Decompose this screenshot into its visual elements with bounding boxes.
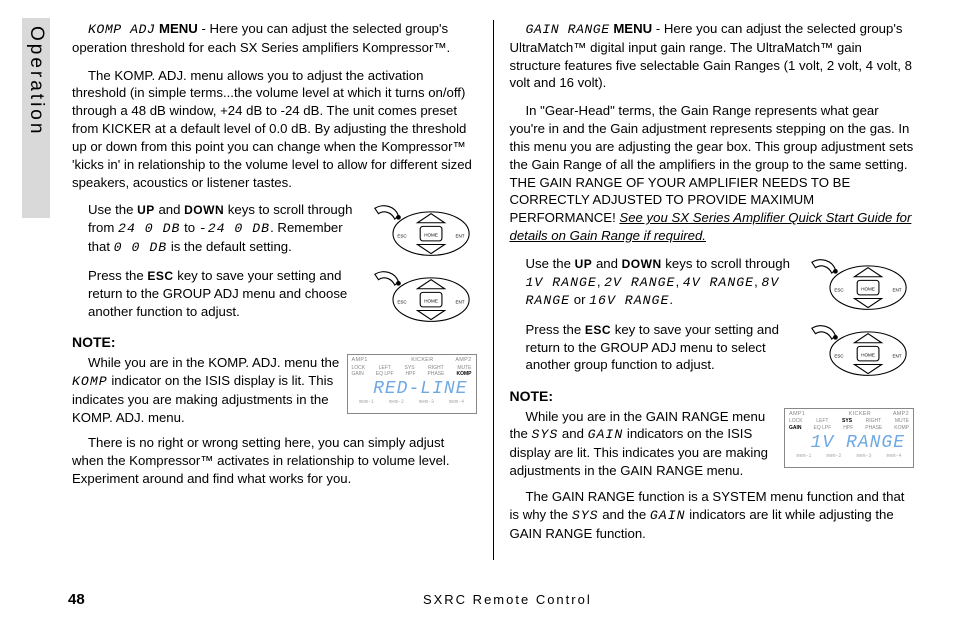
- komp-adj-label: KOMP ADJ: [88, 22, 155, 37]
- up-key: UP: [575, 257, 593, 271]
- isis-display-figure: AMP1KICKERAMP2 LOCKLEFTSYSRIGHTMUTE GAIN…: [347, 354, 477, 414]
- footer-title: SXRC Remote Control: [85, 591, 930, 609]
- up-key: UP: [137, 203, 155, 217]
- right-para3: The GAIN RANGE function is a SYSTEM menu…: [510, 488, 915, 542]
- content-columns: KOMP ADJ MENU - Here you can adjust the …: [66, 20, 926, 560]
- left-column: KOMP ADJ MENU - Here you can adjust the …: [66, 20, 494, 560]
- menu-word: MENU: [159, 21, 198, 36]
- page-footer: 48 SXRC Remote Control: [0, 590, 954, 610]
- display-readout: RED-LINE: [352, 380, 472, 398]
- note-heading: NOTE:: [510, 387, 915, 406]
- side-tab-label: Operation: [23, 26, 49, 136]
- left-instruction-1: Use the UP and DOWN keys to scroll throu…: [72, 201, 477, 259]
- esc-key: ESC: [585, 323, 611, 337]
- isis-display-figure: AMP1KICKERAMP2 LOCKLEFTSYSRIGHTMUTE GAIN…: [784, 408, 914, 468]
- right-para2: In "Gear-Head" terms, the Gain Range rep…: [510, 102, 915, 245]
- right-inst2-text: Press the ESC key to save your setting a…: [510, 321, 797, 374]
- left-para-menu: KOMP ADJ MENU - Here you can adjust the …: [72, 20, 477, 57]
- keypad-figure: [804, 321, 914, 379]
- down-key: DOWN: [622, 257, 662, 271]
- left-para3: There is no right or wrong setting here,…: [72, 434, 477, 487]
- esc-key: ESC: [147, 269, 173, 283]
- right-instruction-2: Press the ESC key to save your setting a…: [510, 321, 915, 379]
- right-note-body: AMP1KICKERAMP2 LOCKLEFTSYSRIGHTMUTE GAIN…: [510, 408, 915, 480]
- left-para2: The KOMP. ADJ. menu allows you to adjust…: [72, 67, 477, 192]
- right-column: GAIN RANGE MENU - Here you can adjust th…: [494, 20, 927, 560]
- down-key: DOWN: [184, 203, 224, 217]
- keypad-figure: [367, 201, 477, 259]
- note-heading: NOTE:: [72, 333, 477, 352]
- keypad-figure: [367, 267, 477, 325]
- display-readout: 1V RANGE: [789, 434, 909, 452]
- left-note-body: AMP1KICKERAMP2 LOCKLEFTSYSRIGHTMUTE GAIN…: [72, 354, 477, 426]
- keypad-figure: [804, 255, 914, 313]
- left-inst2-text: Press the ESC key to save your setting a…: [72, 267, 359, 320]
- left-instruction-2: Press the ESC key to save your setting a…: [72, 267, 477, 325]
- page-number: 48: [68, 590, 85, 610]
- side-tab: Operation: [22, 18, 50, 218]
- menu-word: MENU: [613, 21, 652, 36]
- left-inst1-text: Use the UP and DOWN keys to scroll throu…: [72, 201, 359, 256]
- gain-range-label: GAIN RANGE: [526, 22, 610, 37]
- right-inst1-text: Use the UP and DOWN keys to scroll throu…: [510, 255, 797, 310]
- right-para-menu: GAIN RANGE MENU - Here you can adjust th…: [510, 20, 915, 92]
- right-instruction-1: Use the UP and DOWN keys to scroll throu…: [510, 255, 915, 313]
